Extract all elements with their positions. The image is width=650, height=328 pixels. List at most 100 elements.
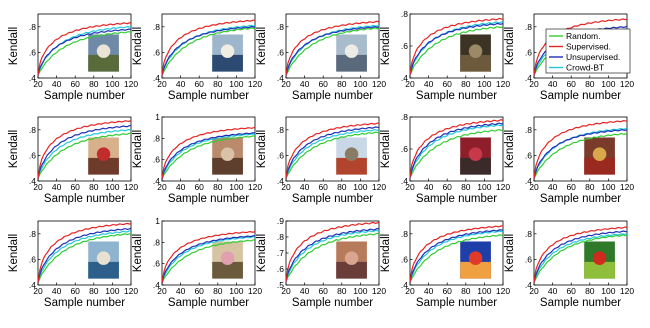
thumbnail-image [212,241,243,279]
x-tick-label: 20 [405,286,415,296]
y-tick-label: .8 [29,229,36,239]
x-axis-label: Sample number [292,297,373,309]
y-axis-label: Kendall [380,27,392,65]
thumbnail-image [88,34,119,72]
thumbnail-image [88,241,119,279]
y-tick-label: .4 [525,280,532,290]
x-tick-label: 100 [353,286,367,296]
thumbnail-image [336,137,367,175]
x-tick-label: 40 [176,79,186,89]
x-axis-label: Sample number [540,297,621,309]
y-tick-label: .9 [277,216,284,226]
y-axis-label: Kendall [8,27,20,65]
series-line-random [409,128,504,179]
y-tick-label: .8 [277,125,284,135]
series-line-random [37,132,132,179]
series-line-supervised [161,126,256,179]
legend-label: Crowd-BT [566,63,604,73]
x-tick-label: 80 [89,79,99,89]
y-axis-label: Kendall [132,130,144,168]
y-tick-label: .4 [29,73,36,83]
thumbnail-image [336,241,367,279]
series-line-unsupervised [409,22,504,75]
series-line-crowdbt [161,236,256,284]
x-tick-label: 100 [477,79,491,89]
x-tick-label: 60 [566,79,576,89]
y-tick-label: .8 [401,229,408,239]
series-line-random [161,27,256,76]
x-tick-label: 120 [496,286,510,296]
x-tick-label: 60 [442,182,452,192]
x-tick-label: 20 [33,182,43,192]
series-line-crowdbt [37,128,132,179]
x-axis-label: Sample number [416,193,497,205]
y-axis-label: Kendall [256,234,268,272]
x-axis-label: Sample number [44,90,125,102]
x-tick-label: 40 [176,286,186,296]
series-line-random [37,31,132,76]
series-line-unsupervised [37,28,132,76]
y-tick-label: .8 [525,22,532,32]
x-tick-label: 20 [529,79,539,89]
x-tick-label: 80 [585,182,595,192]
x-axis-label: Sample number [416,90,497,102]
y-tick-label: .8 [29,125,36,135]
y-axis-label: Kendall [380,234,392,272]
x-tick-label: 60 [566,182,576,192]
thumbnail-image [460,241,491,279]
y-tick-label: .4 [29,176,36,186]
x-tick-label: 20 [529,286,539,296]
x-tick-label: 80 [89,286,99,296]
x-tick-label: 40 [548,182,558,192]
y-tick-label: .6 [153,155,160,165]
series-line-random [533,234,627,283]
y-tick-label: .6 [277,264,284,274]
series-line-supervised [409,225,504,283]
thumbnail-image [584,241,615,279]
x-axis-label: Sample number [292,90,373,102]
x-tick-label: 60 [318,286,328,296]
x-tick-label: 40 [176,182,186,192]
x-tick-label: 80 [213,79,223,89]
x-tick-label: 60 [318,79,328,89]
x-tick-label: 80 [337,79,347,89]
x-axis-label: Sample number [44,297,125,309]
y-tick-label: .6 [277,47,284,57]
x-tick-label: 20 [405,182,415,192]
x-tick-label: 20 [33,286,43,296]
x-tick-label: 40 [300,182,310,192]
x-tick-label: 120 [372,79,386,89]
thumbnail-image [584,137,615,175]
thumbnail-image [88,137,119,175]
series-line-random [37,232,132,283]
x-tick-label: 100 [353,79,367,89]
y-tick-label: .4 [401,280,408,290]
series-line-unsupervised [161,25,256,76]
x-tick-label: 100 [105,79,119,89]
x-tick-label: 100 [229,286,243,296]
x-tick-label: 60 [566,286,576,296]
series-line-crowdbt [533,233,628,283]
thumbnail-image [460,137,491,175]
y-tick-label: 1 [155,112,160,122]
y-tick-label: .6 [525,47,532,57]
series-line-supervised [409,119,504,178]
series-line-unsupervised [37,125,132,179]
x-tick-label: 120 [124,79,138,89]
series-line-crowdbt [161,24,256,76]
y-tick-label: .6 [401,144,408,154]
y-tick-label: .8 [29,22,36,32]
series-line-unsupervised [161,235,256,284]
y-tick-label: .8 [525,229,532,239]
y-tick-label: .4 [277,73,284,83]
x-tick-label: 120 [248,79,262,89]
series-line-random [161,135,256,180]
legend-label: Unsupervised. [566,52,620,62]
x-tick-label: 20 [281,286,291,296]
series-line-crowdbt [409,230,504,283]
x-tick-label: 40 [52,79,62,89]
y-tick-label: .8 [153,237,160,247]
y-tick-label: .6 [29,47,36,57]
